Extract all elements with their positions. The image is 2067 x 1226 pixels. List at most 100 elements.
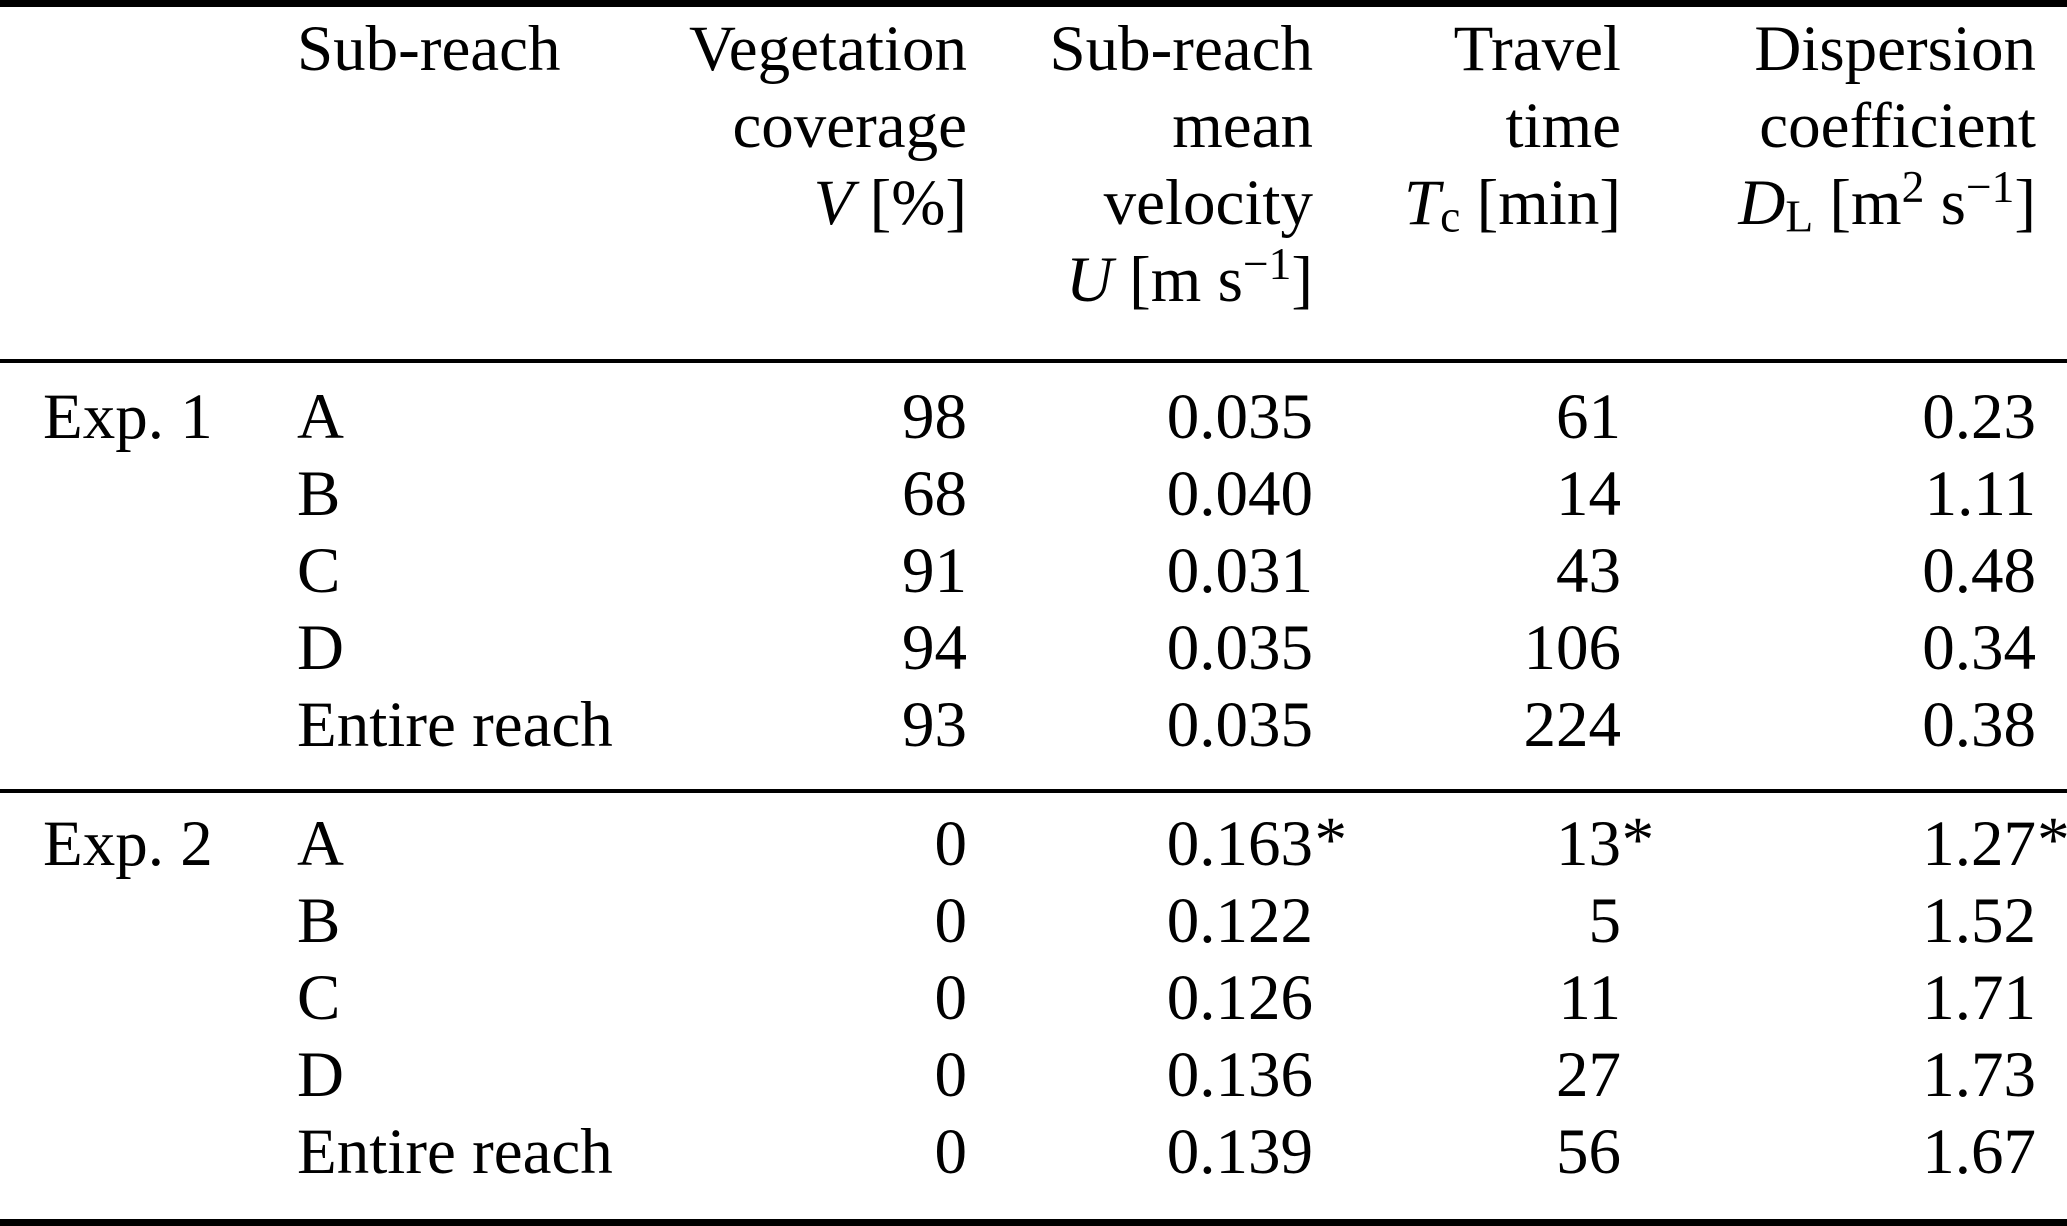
value: 0.035 [1166,381,1313,453]
math-symbol-V: V [813,167,854,239]
unit-label: ] [2014,167,2036,239]
header-line: Sub-reach [1049,13,1314,85]
dispersion-cell: 1.67 [1621,1114,2067,1223]
vegetation-cell: 91 [902,535,967,607]
experiment-label [0,1037,297,1114]
experiment-2-group: Exp. 2 A 0 0.163 * 13 * 1.27 * B 0 0.122 5 … [0,791,2067,1223]
unit-label: ] [1291,244,1313,316]
unit-label: s [1217,244,1243,316]
value: 1.27 * [1922,804,2067,881]
col-header-vegetation: Vegetation coverage V [%] [677,4,967,362]
vegetation-cell: 93 [902,689,967,761]
value: 0.126 [1166,962,1313,1034]
travel-time-cell: 224 [1313,687,1622,791]
value: 56 [1556,1116,1621,1188]
table-row: Exp. 1 A 98 0.035 61 0.23 [0,361,2067,456]
unit-exponent: −1 [1965,161,2015,213]
dispersion-cell: 1.73 [1621,1037,2067,1114]
unit-exponent: −1 [1242,238,1292,290]
value: 0.23 [1922,381,2036,453]
vegetation-cell: 94 [902,612,967,684]
header-line: velocity [1103,167,1313,239]
experiment-label: Exp. 2 [43,808,213,880]
table-row: Entire reach 93 0.035 224 0.38 [0,687,2067,791]
col-header-dispersion: Dispersion coefficient DL [m2 s−1] [1621,4,2067,362]
asterisk-marker: * [1621,803,1655,876]
subreach-cell: Entire reach [297,689,613,761]
table-row: D 94 0.035 106 0.34 [0,610,2067,687]
value: 27 [1556,1039,1621,1111]
vegetation-cell: 0 [934,885,968,957]
header-line: coverage [732,90,967,162]
travel-time-cell: 5 [1313,883,1622,960]
unit-label: [m [1829,167,1902,239]
value: 0.035 [1166,612,1313,684]
value: 0.136 [1166,1039,1313,1111]
value: 0.035 [1166,689,1313,761]
table-row: Exp. 2 A 0 0.163 * 13 * 1.27 * [0,791,2067,883]
col-header-experiment [0,4,297,362]
dispersion-cell: 1.11 [1621,456,2067,533]
experiment-1-group: Exp. 1 A 98 0.035 61 0.23 B 68 0.040 14 … [0,361,2067,791]
travel-time-cell: 56 [1313,1114,1621,1223]
experiment-label [0,883,297,960]
experiment-label [0,960,297,1037]
value: 1.67 [1922,1116,2036,1188]
experiment-label [0,533,297,610]
col-header-travel-time: Travel time Tc [min] [1313,4,1621,362]
table-row: D 0 0.136 27 1.73 [0,1037,2067,1114]
value: 224 [1523,689,1622,761]
header-line: Travel [1453,13,1621,85]
value: 61 [1556,381,1621,453]
col-header-subreach: Sub-reach [297,4,677,362]
value: 106 [1523,612,1622,684]
travel-time-cell: 43 [1313,533,1621,610]
header-symbol-line: U [m s−1] [967,241,1313,319]
travel-time-cell: 61 [1313,361,1621,456]
header-line: coefficient [1759,90,2036,162]
unit-label: [m [1129,244,1202,316]
value: 0.48 [1922,535,2036,607]
experiment-label [0,687,297,791]
dispersion-cell: 1.27 * [1621,791,2067,883]
header-line: mean [1172,90,1313,162]
dispersion-cell: 1.52 [1621,883,2067,960]
value: 1.73 [1922,1039,2036,1111]
subreach-cell: C [297,535,341,607]
dispersion-cell: 1.71 [1621,960,2067,1037]
value: 11 [1558,962,1621,1034]
header-symbol-line: DL [m2 s−1] [1621,164,2036,242]
unit-exponent: 2 [1901,161,1925,213]
experiment-label [0,456,297,533]
value: 0.163 * [1166,803,1347,881]
value: 0.38 [1922,689,2036,761]
subreach-cell: Entire reach [297,1116,613,1188]
value: 0.34 [1922,612,2036,684]
value: 1.52 [1922,885,2036,957]
subreach-cell: A [297,808,344,880]
header-row: Sub-reach Vegetation coverage V [%] Sub-… [0,4,2067,362]
experiment-label [0,1114,297,1223]
experiment-label [0,610,297,687]
subreach-cell: B [297,885,341,957]
dispersion-cell: 0.48 [1621,533,2067,610]
value: 5 [1588,885,1622,957]
table-row: C 0 0.126 11 1.71 [0,960,2067,1037]
math-symbol-D: D [1738,167,1786,239]
value: 0.040 [1166,458,1313,530]
velocity-cell: 0.126 [967,960,1313,1037]
subreach-cell: A [297,381,344,453]
value: 1.71 [1922,962,2036,1034]
value: 13 * [1556,803,1655,881]
subreach-cell: B [297,458,341,530]
value: 1.11 [1924,458,2036,530]
table-row: Entire reach 0 0.139 56 1.67 [0,1114,2067,1223]
travel-time-cell: 14 [1313,456,1621,533]
table-row: B 68 0.040 14 1.11 [0,456,2067,533]
value: 0.139 [1166,1116,1313,1188]
velocity-cell: 0.136 [967,1037,1313,1114]
velocity-cell: 0.163 * [967,791,1347,883]
vegetation-cell: 0 [934,962,968,1034]
table-header: Sub-reach Vegetation coverage V [%] Sub-… [0,4,2067,362]
